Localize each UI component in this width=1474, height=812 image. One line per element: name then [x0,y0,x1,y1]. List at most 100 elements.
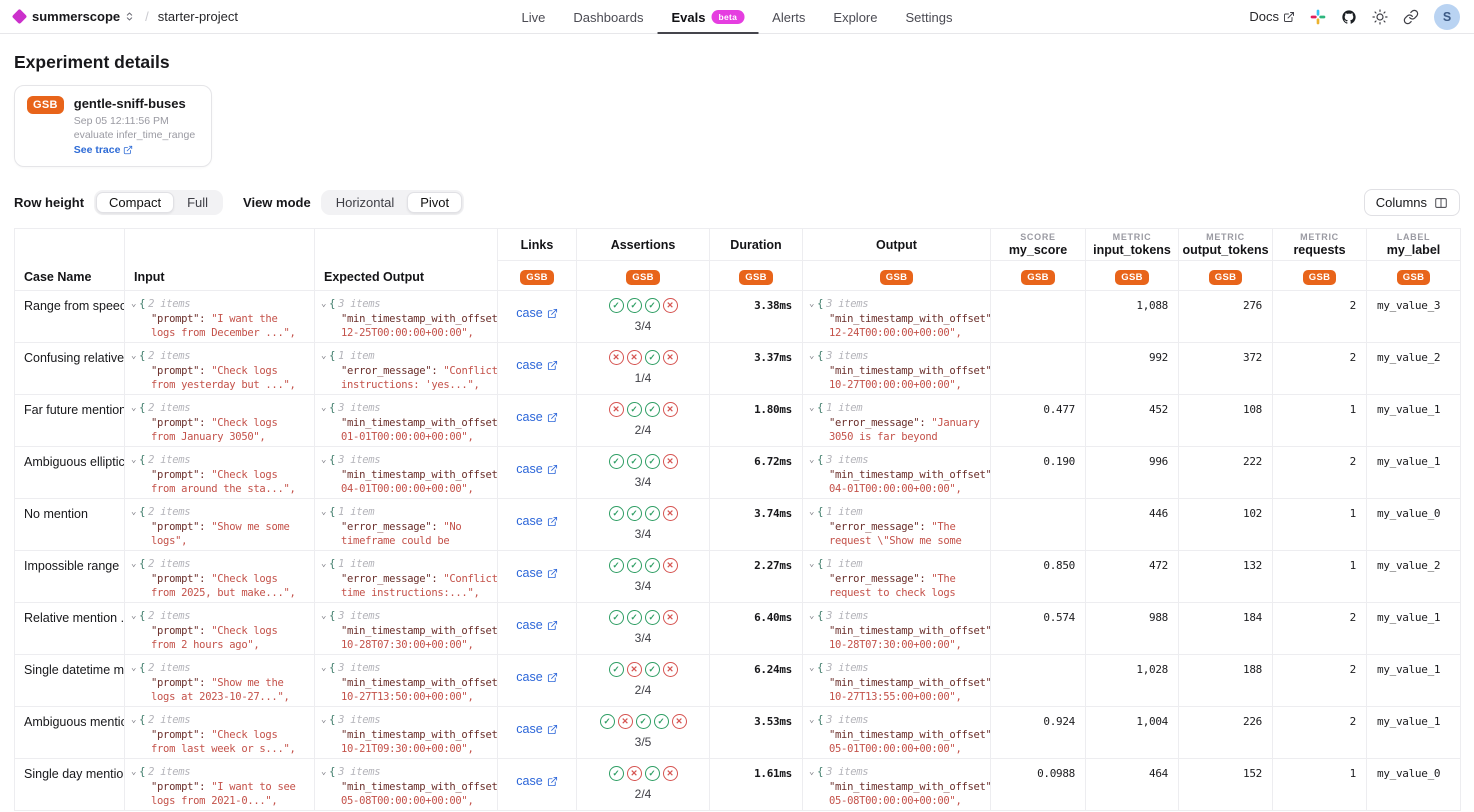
external-link-icon [547,568,557,578]
collapse-chevron-icon[interactable] [131,507,136,517]
page-title: Experiment details [14,52,170,72]
github-button[interactable] [1341,9,1357,25]
json-value: 10-28T07:30:00+00:00", [829,639,962,651]
assertion-fail-icon: ✕ [662,350,678,365]
segment-horizontal[interactable]: Horizontal [323,192,408,213]
case-link[interactable]: case [516,566,557,580]
table-row[interactable]: Ambiguous mention 2 items "prompt": "Che… [14,706,1461,759]
nav-tab-explore[interactable]: Explore [819,0,891,34]
table-row[interactable]: No mention 2 items "prompt": "Show me so… [14,498,1461,551]
assertion-pass-icon: ✓ [626,610,642,625]
share-link-button[interactable] [1403,9,1419,25]
table-row[interactable]: Impossible range 2 items "prompt": "Chec… [14,550,1461,603]
collapse-chevron-icon[interactable] [809,715,814,725]
collapse-chevron-icon[interactable] [131,767,136,777]
badge-cell: GSB [709,260,803,291]
json-value: logs from 2021-0...", [151,795,278,807]
json-brace [817,713,823,727]
collapse-chevron-icon[interactable] [321,507,326,517]
collapse-chevron-icon[interactable] [809,663,814,673]
collapse-chevron-icon[interactable] [321,715,326,725]
collapse-chevron-icon[interactable] [131,351,136,361]
see-trace-link[interactable]: See trace [74,144,134,156]
collapse-chevron-icon[interactable] [809,455,814,465]
json-key: "min_timestamp_with_offset" [341,469,497,481]
duration-cell: 6.40ms [709,602,803,655]
json-item-count: 3 items [826,610,869,622]
case-link[interactable]: case [516,670,557,684]
case-link[interactable]: case [516,306,557,320]
collapse-chevron-icon[interactable] [321,299,326,309]
case-link[interactable]: case [516,410,557,424]
nav-tab-settings[interactable]: Settings [891,0,966,34]
project-name[interactable]: starter-project [157,9,238,24]
json-item-count: 3 items [826,714,869,726]
avatar[interactable]: S [1434,3,1460,30]
collapse-chevron-icon[interactable] [809,559,814,569]
collapse-chevron-icon[interactable] [321,351,326,361]
case-link[interactable]: case [516,618,557,632]
org-name: summerscope [32,9,121,24]
slack-button[interactable] [1310,9,1326,25]
links-cell: case [497,706,577,759]
collapse-chevron-icon[interactable] [321,611,326,621]
org-switcher[interactable]: summerscope [32,9,136,24]
json-key: "error_message": [829,417,926,429]
assertion-pass-icon: ✓ [644,350,660,365]
case-link[interactable]: case [516,358,557,372]
case-link[interactable]: case [516,462,557,476]
table-row[interactable]: Far future mention 2 items "prompt": "Ch… [14,394,1461,447]
table-row[interactable]: Confusing relative... 2 items "prompt": … [14,342,1461,395]
segment-full[interactable]: Full [174,192,221,213]
duration-cell: 2.27ms [709,550,803,603]
collapse-chevron-icon[interactable] [809,403,814,413]
columns-button[interactable]: Columns [1363,189,1460,216]
col-name-label: my_label [1386,243,1441,257]
segment-pivot[interactable]: Pivot [407,192,463,213]
docs-link[interactable]: Docs [1249,9,1295,24]
theme-toggle-button[interactable] [1372,8,1388,25]
case-link-label: case [516,566,543,580]
nav-tab-dashboards[interactable]: Dashboards [559,0,657,34]
expected-output-cell: 3 items "min_timestamp_with_offset" 10-2… [314,706,498,759]
collapse-chevron-icon[interactable] [809,351,814,361]
case-link[interactable]: case [516,514,557,528]
json-item-count: 3 items [826,766,869,778]
collapse-chevron-icon[interactable] [131,455,136,465]
case-link[interactable]: case [516,774,557,788]
columns-icon [1435,197,1447,208]
label-cell: my_value_2 [1366,342,1461,395]
duration-cell: 1.80ms [709,394,803,447]
collapse-chevron-icon[interactable] [321,767,326,777]
collapse-chevron-icon[interactable] [131,715,136,725]
collapse-chevron-icon[interactable] [321,403,326,413]
nav-tab-evals[interactable]: Evals beta [658,0,759,34]
nav-tab-alerts[interactable]: Alerts [758,0,819,34]
nav-tab-live[interactable]: Live [508,0,560,34]
assertions-cell: ✓ ✓ ✓ ✕ 3/4 [576,550,710,603]
json-key: "min_timestamp_with_offset" [341,781,497,793]
segment-compact[interactable]: Compact [96,192,175,213]
collapse-chevron-icon[interactable] [131,299,136,309]
case-link[interactable]: case [516,722,557,736]
table-row[interactable]: Single day mention 2 items "prompt": "I … [14,758,1461,811]
collapse-chevron-icon[interactable] [321,455,326,465]
label-cell: my_value_2 [1366,550,1461,603]
collapse-chevron-icon[interactable] [321,663,326,673]
collapse-chevron-icon[interactable] [131,559,136,569]
collapse-chevron-icon[interactable] [131,611,136,621]
collapse-chevron-icon[interactable] [321,559,326,569]
table-row[interactable]: Relative mention ... 2 items "prompt": "… [14,602,1461,655]
collapse-chevron-icon[interactable] [809,299,814,309]
collapse-chevron-icon[interactable] [809,507,814,517]
json-item-count: 2 items [148,766,191,778]
nav-tab-label: Alerts [772,9,806,25]
table-row[interactable]: Range from speech 2 items "prompt": "I w… [14,290,1461,343]
collapse-chevron-icon[interactable] [809,767,814,777]
table-row[interactable]: Single datetime m... 2 items "prompt": "… [14,654,1461,707]
json-brace [329,609,335,623]
collapse-chevron-icon[interactable] [131,403,136,413]
table-row[interactable]: Ambiguous elliptic... 2 items "prompt": … [14,446,1461,499]
collapse-chevron-icon[interactable] [131,663,136,673]
collapse-chevron-icon[interactable] [809,611,814,621]
